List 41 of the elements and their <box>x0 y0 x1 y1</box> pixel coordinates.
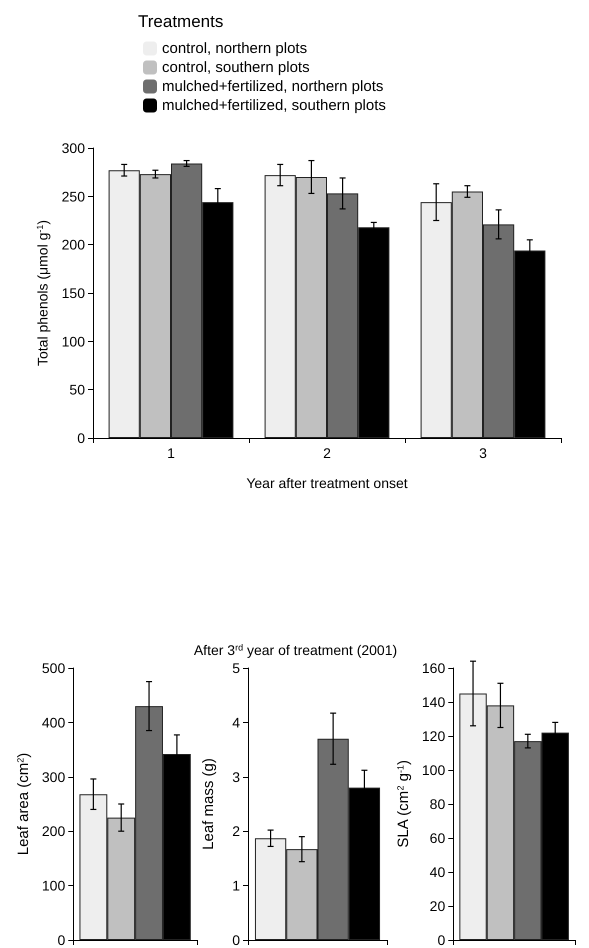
x-axis-title: Year after treatment onset <box>246 475 408 491</box>
y-axis-title: Total phenols (μmol g-1) <box>34 220 51 366</box>
y-axis-title: Leaf mass (g) <box>200 758 217 850</box>
y-tick-label: 0 <box>77 430 86 446</box>
legend-label: control, northern plots <box>162 40 308 57</box>
y-tick-label: 0 <box>437 932 446 948</box>
legend-label: control, southern plots <box>162 59 310 76</box>
y-tick-label: 2 <box>232 823 240 840</box>
y-tick-label: 80 <box>430 796 446 812</box>
y-tick-label: 250 <box>62 188 86 204</box>
x-tick-label: 1 <box>167 445 176 461</box>
y-tick-label: 60 <box>430 830 446 846</box>
y-tick-label: 400 <box>42 714 66 730</box>
y-tick-label: 140 <box>422 694 446 710</box>
y-tick-label: 4 <box>232 714 240 730</box>
y-axis-title: SLA (cm2 g-1) <box>395 760 412 848</box>
y-tick-label: 150 <box>62 285 86 301</box>
y-tick-label: 500 <box>42 660 66 676</box>
y-tick-label: 120 <box>422 728 446 744</box>
legend-title: Treatments <box>138 12 224 31</box>
y-tick-label: 0 <box>232 932 240 948</box>
y-tick-label: 100 <box>422 762 446 778</box>
y-tick-label: 0 <box>57 932 66 948</box>
y-tick-label: 100 <box>42 878 66 894</box>
y-axis-title: Leaf area (cm2) <box>15 752 32 856</box>
y-tick-label: 20 <box>430 898 446 914</box>
x-tick-label: 3 <box>479 445 488 461</box>
y-tick-label: 3 <box>232 768 240 785</box>
x-tick-label: 2 <box>323 445 332 461</box>
y-tick-label: 100 <box>62 333 86 350</box>
y-tick-label: 300 <box>42 768 66 785</box>
y-tick-label: 160 <box>422 660 446 676</box>
y-tick-label: 40 <box>430 864 446 880</box>
y-tick-label: 1 <box>232 878 240 894</box>
y-tick-label: 300 <box>62 140 86 156</box>
y-tick-label: 5 <box>232 660 240 676</box>
y-tick-label: 200 <box>62 236 86 253</box>
legend-label: mulched+fertilized, northern plots <box>162 78 384 95</box>
y-tick-label: 50 <box>69 382 86 398</box>
legend-label: mulched+fertilized, southern plots <box>162 97 386 114</box>
y-tick-label: 200 <box>42 823 66 840</box>
